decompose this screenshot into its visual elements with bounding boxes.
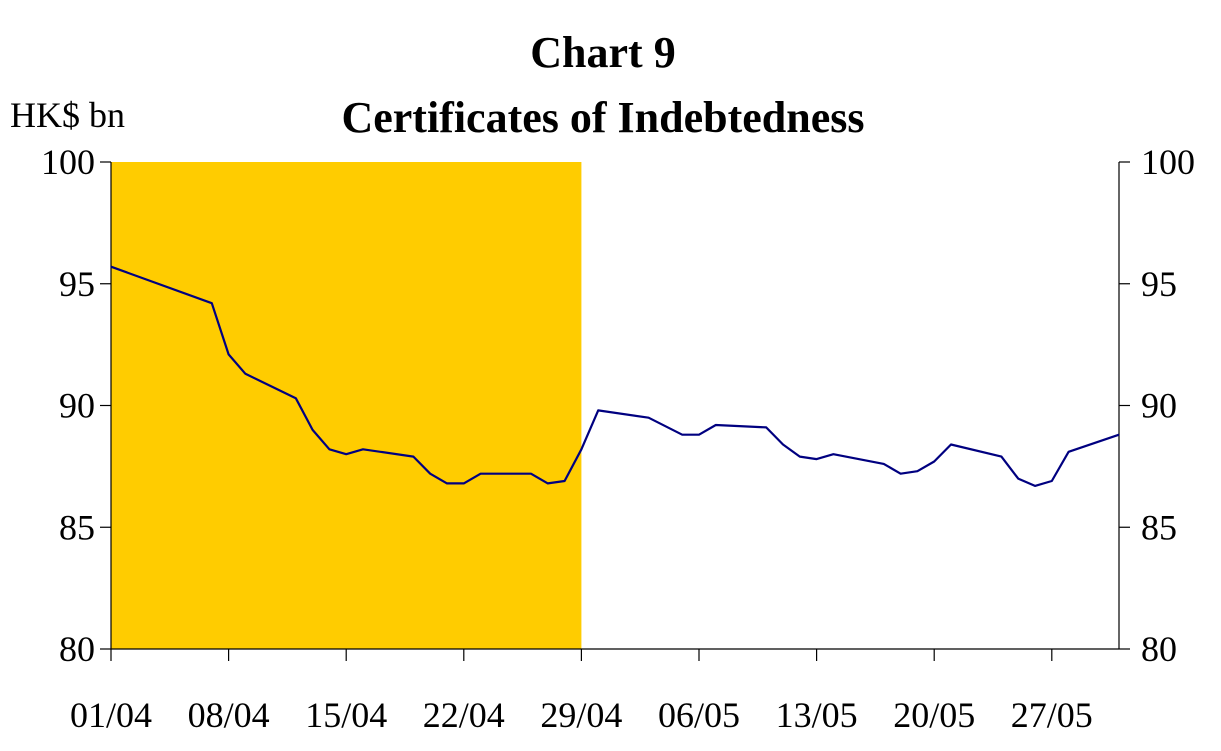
right-y-tick-label: 85 bbox=[1141, 507, 1177, 547]
series-line-certificates-of-indebtedness bbox=[110, 265, 1120, 487]
right-y-tick-label: 90 bbox=[1141, 386, 1177, 426]
left-y-tick-label: 90 bbox=[59, 386, 95, 426]
x-tick-label: 15/04 bbox=[305, 695, 387, 735]
chart-subtitle: Certificates of Indebtedness bbox=[341, 93, 864, 142]
x-tick-label: 22/04 bbox=[423, 695, 505, 735]
left-y-tick-label: 85 bbox=[59, 507, 95, 547]
left-y-tick-labels: 80 85 90 95 100 bbox=[41, 142, 95, 669]
left-y-tick-label: 95 bbox=[59, 264, 95, 304]
chart-title: Chart 9 bbox=[530, 28, 675, 77]
x-tick-label: 01/04 bbox=[70, 695, 152, 735]
shaded-region-layer bbox=[111, 162, 582, 649]
left-y-tick-label: 80 bbox=[59, 629, 95, 669]
x-tick-labels: 01/04 08/04 15/04 22/04 29/04 06/05 13/05 20/05… bbox=[70, 695, 1093, 735]
right-y-tick-label: 95 bbox=[1141, 264, 1177, 304]
x-tick-label: 13/05 bbox=[776, 695, 858, 735]
y-axis-unit-label: HK$ bn bbox=[10, 95, 125, 135]
axes-layer bbox=[100, 161, 1130, 661]
left-y-tick-label: 100 bbox=[41, 142, 95, 182]
x-tick-label: 06/05 bbox=[658, 695, 740, 735]
right-y-tick-label: 100 bbox=[1141, 142, 1195, 182]
shaded-period bbox=[111, 162, 582, 649]
x-tick-label: 08/04 bbox=[188, 695, 270, 735]
right-y-tick-label: 80 bbox=[1141, 629, 1177, 669]
right-y-tick-labels: 80 85 90 95 100 bbox=[1141, 142, 1195, 669]
series-layer bbox=[110, 265, 1120, 487]
x-tick-label: 20/05 bbox=[893, 695, 975, 735]
x-tick-label: 27/05 bbox=[1011, 695, 1093, 735]
x-tick-label: 29/04 bbox=[540, 695, 622, 735]
